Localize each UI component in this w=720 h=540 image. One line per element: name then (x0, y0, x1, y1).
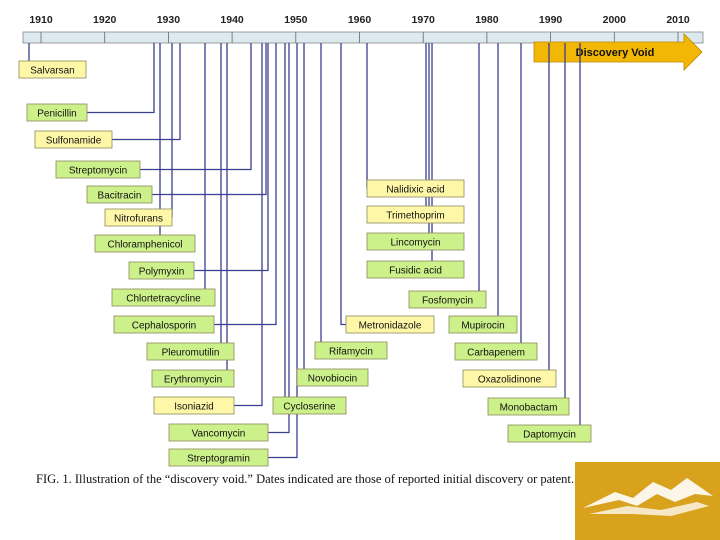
drug-box (153, 396, 235, 415)
timeline-axis: 1910 1920 1930 1940 1950 1960 1970 1980 1990 2000… (22, 14, 704, 44)
connector-line (478, 43, 486, 301)
year-label: 1980 (475, 14, 499, 26)
drug-label: Chloramphenicol (107, 240, 182, 251)
drug-box (408, 290, 487, 309)
drug-label: Fusidic acid (389, 266, 442, 277)
drug-box (168, 423, 269, 442)
drug-box (314, 341, 388, 360)
drug-box (128, 261, 195, 280)
drug-box (272, 396, 347, 415)
year-label: 1950 (284, 14, 308, 26)
drug-label: Mupirocin (461, 321, 504, 332)
drug-label: Trimethoprim (386, 211, 445, 222)
connector-line (112, 43, 181, 141)
drug-label: Cephalosporin (132, 321, 197, 332)
drug-label: Salvarsan (30, 66, 74, 77)
drug-label: Sulfonamide (46, 136, 102, 147)
drug-box (366, 232, 465, 251)
drug-label: Daptomycin (523, 430, 576, 441)
year-label: 1940 (220, 14, 244, 26)
connector-line (564, 43, 569, 408)
drug-label: Nitrofurans (114, 214, 163, 225)
year-label: 1960 (348, 14, 372, 26)
year-label: 1930 (157, 14, 181, 26)
drug-box (86, 185, 153, 204)
drug-label: Fosfomycin (422, 296, 473, 307)
void-label: Discovery Void (576, 47, 655, 59)
drug-boxes: Salvarsan Penicillin Sulfonamide Streptomyc… (18, 60, 592, 467)
year-label: 1910 (29, 14, 53, 26)
drug-box (151, 369, 235, 388)
drug-label: Vancomycin (192, 429, 246, 440)
drug-box (34, 130, 113, 149)
drug-box (55, 160, 141, 179)
drug-box (104, 208, 173, 227)
connector-line (520, 43, 537, 353)
drug-label: Monobactam (500, 403, 558, 414)
void-arrow-shape (533, 33, 703, 71)
drug-label: Bacitracin (98, 191, 142, 202)
drug-box (366, 179, 465, 198)
drug-label: Nalidixic acid (386, 185, 444, 196)
drug-box (111, 288, 216, 307)
drug-box (113, 315, 215, 334)
connector-line (268, 43, 298, 459)
drug-box (345, 315, 435, 334)
drug-box (448, 315, 518, 334)
connector-line (548, 43, 556, 380)
drug-label: Chlortetracycline (126, 294, 201, 305)
drug-box (462, 369, 557, 388)
drug-label: Streptogramin (187, 454, 250, 465)
connector-line (497, 43, 517, 326)
connector-line (315, 43, 322, 352)
year-label: 1970 (412, 14, 436, 26)
drug-label: Polymyxin (139, 267, 185, 278)
year-label: 1920 (93, 14, 117, 26)
discovery-void-arrow: Discovery Void (533, 33, 703, 71)
drug-label: Lincomycin (390, 238, 440, 249)
timeline-bar (22, 31, 704, 44)
drug-label: Oxazolidinone (478, 375, 542, 386)
drug-label: Streptomycin (69, 166, 127, 177)
connector-line (268, 43, 290, 434)
connector-line (87, 43, 155, 114)
drug-label: Isoniazid (174, 402, 213, 413)
drug-box (507, 424, 592, 443)
drug-label: Penicillin (37, 109, 76, 120)
drug-box (18, 60, 87, 79)
connector-line (579, 43, 591, 435)
drug-label: Cycloserine (283, 402, 336, 413)
drug-label: Rifamycin (329, 347, 373, 358)
drug-box (26, 103, 88, 122)
drug-box (487, 397, 570, 416)
connector-line (297, 43, 305, 379)
drug-box (366, 260, 465, 279)
drug-box (296, 368, 369, 387)
year-label: 1990 (539, 14, 563, 26)
drug-box (454, 342, 538, 361)
connector-line (214, 43, 277, 326)
connector-line (194, 43, 269, 272)
drug-box (94, 234, 196, 253)
year-label: 2000 (603, 14, 627, 26)
mountain-logo-icon (575, 462, 720, 540)
connector-line (140, 43, 252, 171)
connector-line (234, 43, 263, 407)
drug-label: Novobiocin (308, 374, 357, 385)
connector-line (226, 43, 234, 380)
connector-line (152, 43, 267, 196)
drug-label: Erythromycin (164, 375, 222, 386)
connector-line (340, 43, 346, 326)
year-label: 2010 (666, 14, 690, 26)
drug-box (146, 342, 235, 361)
drug-label: Carbapenem (467, 348, 525, 359)
drug-label: Pleuromutilin (162, 348, 220, 359)
figure-caption: FIG. 1. Illustration of the “discovery v… (36, 472, 575, 486)
drug-label: Metronidazole (359, 321, 422, 332)
connector-line (204, 43, 215, 299)
drug-box (168, 448, 269, 467)
drug-box (366, 205, 465, 224)
connector-line (273, 43, 286, 407)
